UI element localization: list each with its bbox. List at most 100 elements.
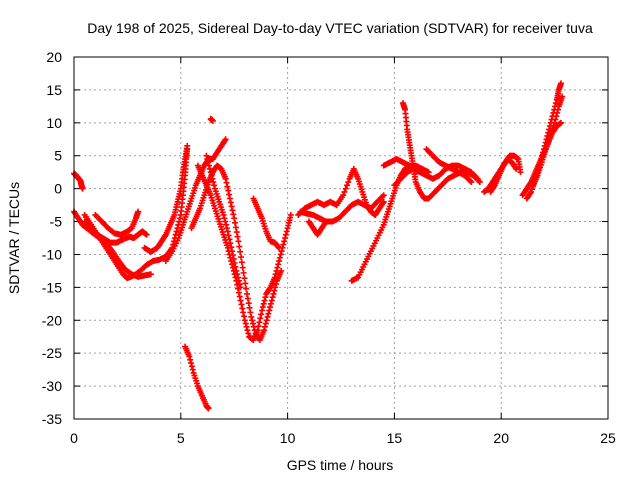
- data-point-marker: [230, 211, 237, 218]
- x-tick-label: 20: [493, 430, 509, 446]
- data-point-marker: [235, 274, 242, 281]
- data-point-marker: [283, 228, 290, 235]
- data-point-marker: [226, 236, 233, 243]
- data-point-marker: [341, 188, 348, 195]
- data-point-marker: [255, 323, 262, 330]
- data-series-arc-19: [391, 162, 481, 189]
- data-point-marker: [239, 305, 246, 312]
- data-point-marker: [513, 165, 520, 172]
- data-point-marker: [340, 192, 347, 199]
- data-point-marker: [225, 232, 232, 239]
- data-point-marker: [235, 277, 242, 284]
- data-point-marker: [135, 208, 142, 215]
- data-point-marker: [228, 203, 235, 210]
- data-point-marker: [275, 243, 282, 250]
- data-point-marker: [280, 241, 287, 248]
- data-point-marker: [261, 323, 268, 330]
- data-point-marker: [345, 179, 352, 186]
- data-point-marker: [243, 323, 250, 330]
- data-point-marker: [236, 281, 243, 288]
- data-point-marker: [147, 271, 154, 278]
- data-series-arc-23: [487, 156, 520, 195]
- tick-layer: 0 5 10 15 20 25 20 15 10 5 0 -5 -10 -15 -20 -25 -30 -35: [42, 49, 616, 446]
- data-point-marker: [233, 229, 240, 236]
- data-point-marker: [222, 136, 229, 143]
- data-point-marker: [282, 231, 289, 238]
- data-point-marker: [278, 248, 285, 255]
- data-series-arc-6: [141, 142, 191, 255]
- x-tick-label: 25: [600, 430, 616, 446]
- data-series-arc-5: [92, 208, 142, 238]
- data-point-marker: [232, 224, 239, 231]
- data-point-marker: [468, 179, 475, 186]
- data-point-marker: [227, 240, 234, 247]
- data-point-marker: [262, 294, 269, 301]
- data-point-marker: [222, 175, 229, 182]
- data-point-marker: [189, 366, 196, 373]
- data-point-marker: [238, 259, 245, 266]
- data-point-marker: [236, 293, 243, 300]
- data-point-marker: [227, 199, 234, 206]
- data-point-marker: [267, 304, 274, 311]
- data-point-marker: [282, 235, 289, 241]
- y-tick-label: 5: [54, 148, 62, 164]
- data-point-marker: [265, 310, 272, 317]
- data-point-marker: [258, 307, 265, 314]
- data-point-marker: [246, 304, 253, 311]
- data-point-marker: [555, 106, 562, 113]
- data-point-marker: [232, 263, 239, 270]
- data-point-marker: [237, 248, 244, 255]
- data-point-marker: [228, 244, 235, 251]
- data-point-marker: [260, 300, 267, 307]
- data-point-marker: [245, 300, 252, 307]
- data-point-marker: [242, 280, 249, 287]
- data-point-marker: [558, 119, 565, 126]
- data-point-marker: [143, 231, 150, 238]
- data-point-marker: [476, 179, 483, 186]
- data-point-marker: [263, 317, 270, 324]
- y-tick-label: -20: [42, 312, 62, 328]
- data-series-arc-13: [182, 343, 212, 412]
- x-tick-label: 15: [387, 430, 403, 446]
- data-point-marker: [234, 233, 241, 240]
- data-point-marker: [287, 211, 294, 218]
- y-tick-label: -5: [50, 214, 63, 230]
- data-series-arc-26: [530, 93, 566, 189]
- y-tick-label: 0: [54, 181, 62, 197]
- data-point-marker: [222, 218, 229, 225]
- data-point-marker: [243, 285, 250, 292]
- data-point-marker: [248, 313, 255, 320]
- data-series-arc-14: [295, 165, 387, 218]
- data-point-marker: [206, 165, 213, 172]
- data-series-arc-20: [423, 146, 475, 186]
- data-point-marker: [559, 93, 566, 100]
- data-point-marker: [187, 356, 194, 363]
- data-series-arc-4: [81, 218, 150, 246]
- data-point-marker: [254, 327, 261, 334]
- data-point-marker: [558, 80, 565, 87]
- data-point-marker: [234, 271, 241, 278]
- data-point-marker: [204, 156, 211, 163]
- data-point-marker: [220, 211, 227, 218]
- data-point-marker: [224, 228, 231, 235]
- data-point-marker: [244, 327, 251, 334]
- data-point-marker: [223, 179, 230, 186]
- data-point-marker: [223, 225, 230, 232]
- data-point-marker: [236, 243, 243, 250]
- data-point-marker: [264, 313, 271, 320]
- y-tick-label: -15: [42, 279, 62, 295]
- data-point-marker: [203, 152, 210, 159]
- data-point-marker: [258, 311, 265, 318]
- data-point-marker: [184, 142, 191, 149]
- data-point-marker: [517, 169, 524, 176]
- data-series-arc-12: [250, 195, 283, 251]
- data-point-marker: [241, 317, 248, 324]
- data-point-marker: [406, 162, 413, 169]
- data-point-marker: [229, 207, 236, 214]
- data-point-marker: [245, 330, 252, 337]
- data-point-marker: [249, 317, 256, 324]
- data-point-marker: [380, 198, 387, 205]
- data-point-marker: [237, 297, 244, 304]
- data-point-marker: [235, 289, 242, 296]
